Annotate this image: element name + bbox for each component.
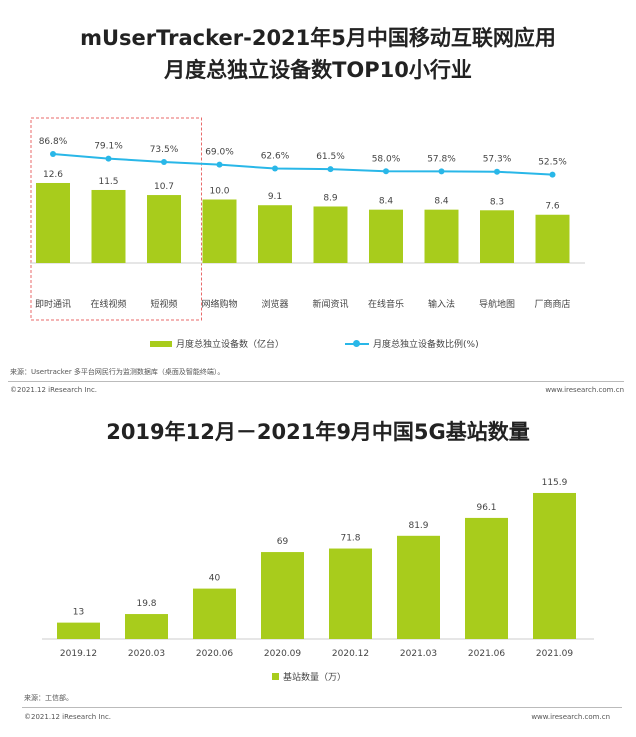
bar-value-label: 40 <box>209 574 221 584</box>
category-label: 2020.06 <box>196 649 233 659</box>
bar <box>369 209 403 263</box>
bar <box>91 189 126 263</box>
line-value-label: 69.0% <box>205 148 234 158</box>
chart1-legend-line: 月度总独立设备数比例(%) <box>345 337 479 350</box>
bar-value-label: 13 <box>73 608 84 618</box>
line-point <box>438 168 445 175</box>
bar-value-label: 9.1 <box>268 192 282 202</box>
line-value-label: 73.5% <box>150 145 179 155</box>
chart1-website: www.iresearch.com.cn <box>545 386 624 394</box>
bar <box>202 199 237 263</box>
chart2-plot: 13 2019.12 19.8 2020.03 40 2020.06 69 2020.09 71… <box>42 478 594 659</box>
bar <box>313 206 348 263</box>
category-label: 短视频 <box>150 298 177 310</box>
line-point <box>272 165 278 172</box>
chart2-title: 2019年12月－2021年9月中国5G基站数量 <box>106 420 530 444</box>
bar <box>125 614 168 639</box>
chart2-legend: 基站数量（万） <box>272 670 346 683</box>
chart1-plot: 12.6 即时通讯 86.8% 11.5 在线视频 79.1% 10.7 短视频 73.5% 10… <box>30 117 585 321</box>
line-value-label: 57.8% <box>427 154 456 164</box>
category-label: 浏览器 <box>261 298 288 310</box>
bar <box>36 182 70 263</box>
chart2-copyright: ©2021.12 iResearch Inc. <box>24 713 112 721</box>
bar-value-label: 10.7 <box>154 182 174 192</box>
line-point <box>549 171 556 178</box>
line-point <box>216 161 223 168</box>
legend-bar-label: 基站数量（万） <box>283 673 347 683</box>
line-value-label: 52.5% <box>538 158 567 168</box>
line-point <box>494 168 500 175</box>
category-label: 输入法 <box>428 298 455 310</box>
bar <box>57 622 100 639</box>
line-point <box>383 168 389 175</box>
category-label: 网络购物 <box>201 298 237 310</box>
legend-bar-swatch <box>272 673 279 680</box>
divider <box>22 707 622 708</box>
line-point <box>327 166 334 173</box>
legend-bar-swatch <box>150 340 172 347</box>
line-value-label: 79.1% <box>94 142 123 152</box>
chart2-source: 来源：工信部。 <box>24 694 73 702</box>
line-value-label: 58.0% <box>372 154 401 164</box>
bar-value-label: 10.0 <box>209 187 229 197</box>
category-label: 在线视频 <box>90 298 126 310</box>
chart1-title-line1: mUserTracker-2021年5月中国移动互联网应用 <box>80 26 556 50</box>
line-value-label: 62.6% <box>261 152 290 162</box>
category-label: 2020.12 <box>332 649 369 659</box>
bar <box>424 209 459 263</box>
line-point <box>50 151 56 157</box>
category-label: 2019.12 <box>60 649 97 659</box>
line-point <box>105 155 112 162</box>
bar <box>193 588 236 639</box>
bar-value-label: 81.9 <box>408 521 428 531</box>
bar-value-label: 8.9 <box>323 193 338 203</box>
line-point <box>161 158 167 165</box>
legend-line-label: 月度总独立设备数比例(%) <box>373 340 479 350</box>
series-line <box>52 153 553 176</box>
bar-value-label: 8.4 <box>379 197 394 207</box>
bar <box>147 195 181 263</box>
category-label: 厂商商店 <box>534 298 570 310</box>
category-label: 2020.09 <box>264 649 301 659</box>
line-value-label: 57.3% <box>483 155 512 165</box>
chart2-website: www.iresearch.com.cn <box>531 713 610 721</box>
line-value-label: 86.8% <box>39 137 68 147</box>
bar <box>533 492 576 639</box>
bar-value-label: 8.4 <box>434 197 449 207</box>
bar <box>480 210 514 263</box>
bar-value-label: 69 <box>277 537 289 547</box>
category-label: 导航地图 <box>479 298 515 310</box>
chart1-copyright: ©2021.12 iResearch Inc. <box>10 386 98 394</box>
chart1-title-line2: 月度总独立设备数TOP10小行业 <box>164 58 472 82</box>
bar <box>329 548 372 639</box>
category-label: 即时通讯 <box>35 298 71 310</box>
chart1-source: 来源：Usertracker 多平台网民行为监测数据库（桌面及智能终端）。 <box>10 368 225 376</box>
bar <box>397 535 440 639</box>
bar <box>261 552 304 639</box>
legend-line-swatch <box>345 339 369 347</box>
category-label: 2021.03 <box>400 649 437 659</box>
category-label: 2021.09 <box>536 649 573 659</box>
category-label: 新闻资讯 <box>312 298 348 310</box>
bar-value-label: 96.1 <box>476 503 496 513</box>
category-label: 2021.06 <box>468 649 505 659</box>
highlight-box <box>30 117 202 321</box>
category-label: 在线音乐 <box>368 298 404 310</box>
category-label: 2020.03 <box>128 649 165 659</box>
bar-value-label: 12.6 <box>43 170 63 180</box>
bar-value-label: 71.8 <box>340 534 360 544</box>
bar <box>535 214 570 263</box>
chart1-legend-bar: 月度总独立设备数（亿台） <box>150 337 284 350</box>
bar-value-label: 115.9 <box>542 478 568 488</box>
bar-value-label: 7.6 <box>545 202 560 212</box>
bar <box>465 517 508 639</box>
divider <box>8 381 624 382</box>
bar <box>258 205 292 263</box>
bar-value-label: 19.8 <box>136 599 156 609</box>
bar-value-label: 11.5 <box>98 177 118 187</box>
legend-bar-label: 月度总独立设备数（亿台） <box>176 340 285 350</box>
line-value-label: 61.5% <box>316 152 345 162</box>
bar-value-label: 8.3 <box>490 197 504 207</box>
